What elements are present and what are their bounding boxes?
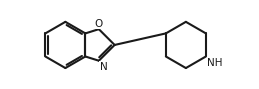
Text: NH: NH [207, 58, 222, 68]
Text: O: O [95, 19, 103, 29]
Text: N: N [100, 61, 107, 71]
